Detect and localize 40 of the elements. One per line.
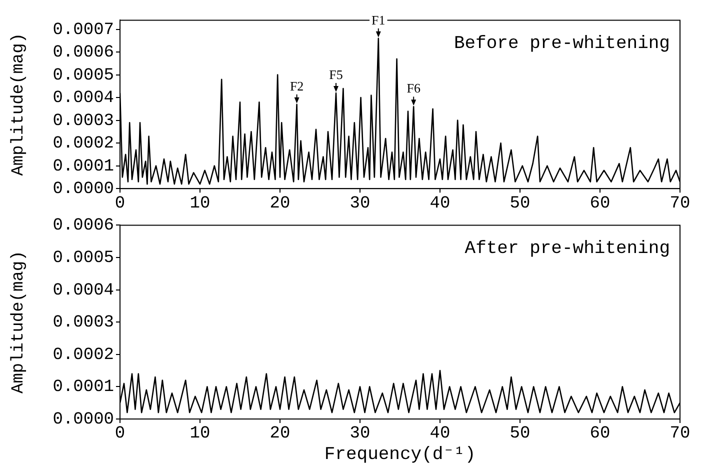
y-tick-label: 0.0005	[52, 66, 114, 86]
annotation: After pre-whitening	[464, 238, 670, 259]
y-tick-label: 0.0001	[52, 378, 114, 398]
y-tick-label: 0.0001	[52, 157, 114, 176]
y-tick-label: 0.0000	[52, 180, 114, 200]
y-tick-label: 0.0004	[52, 281, 114, 300]
x-tick-label: 50	[510, 424, 530, 444]
x-tick-label: 40	[430, 194, 450, 214]
x-tick-label: 60	[590, 424, 610, 444]
x-tick-label: 30	[350, 424, 370, 444]
y-tick-label: 0.0006	[52, 44, 114, 63]
y-tick-label: 0.0000	[52, 410, 114, 430]
annotation: F6	[406, 80, 421, 96]
y-axis-title: Amplitude(mag)	[10, 250, 29, 394]
x-tick-label: 60	[590, 194, 610, 214]
annotation: F2	[290, 78, 304, 94]
x-tick-label: 0	[114, 194, 126, 214]
annotation: Before pre-whitening	[454, 34, 670, 54]
annotation: F5	[329, 66, 343, 82]
x-tick-label: 20	[270, 424, 290, 444]
x-tick-label: 70	[670, 424, 690, 444]
y-tick-label: 0.0002	[52, 134, 114, 154]
x-tick-label: 20	[270, 194, 290, 214]
y-tick-label: 0.0004	[52, 89, 114, 108]
x-tick-label: 0	[114, 424, 126, 444]
y-axis-title: Amplitude(mag)	[10, 32, 29, 176]
y-tick-label: 0.0005	[52, 249, 114, 268]
y-tick-label: 0.0006	[52, 216, 114, 236]
x-tick-label: 40	[430, 424, 450, 444]
annotation: F1	[372, 12, 386, 28]
x-tick-label: 10	[190, 194, 210, 214]
x-tick-label: 70	[670, 194, 690, 214]
y-tick-label: 0.0003	[52, 314, 114, 333]
y-tick-label: 0.0007	[52, 20, 114, 40]
x-tick-label: 10	[190, 424, 210, 444]
x-tick-label: 50	[510, 194, 530, 214]
y-tick-label: 0.0002	[52, 346, 114, 365]
x-tick-label: 30	[350, 194, 370, 214]
x-axis-title: Frequency(d⁻¹)	[324, 444, 476, 465]
y-tick-label: 0.0003	[52, 112, 114, 131]
